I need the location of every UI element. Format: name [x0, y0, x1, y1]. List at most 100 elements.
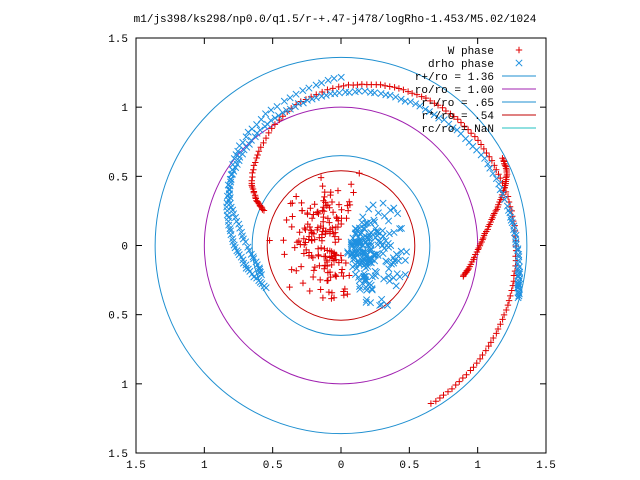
- data-point: [331, 90, 339, 98]
- data-point: [257, 271, 265, 279]
- x-tick-label: 0.5: [263, 460, 283, 472]
- data-point: [345, 88, 353, 97]
- data-point: [477, 141, 485, 148]
- data-point: [267, 116, 275, 124]
- data-point: [313, 91, 320, 98]
- data-point: [487, 339, 495, 346]
- data-point: [382, 257, 390, 265]
- data-point: [481, 154, 489, 162]
- data-point: [355, 282, 364, 290]
- data-point: [257, 115, 265, 124]
- data-point: [326, 254, 334, 261]
- data-point: [233, 217, 241, 225]
- data-point: [412, 100, 420, 108]
- data-point: [394, 252, 402, 261]
- data-point: [514, 245, 522, 253]
- legend-label: W phase: [448, 46, 494, 58]
- data-point: [314, 224, 322, 231]
- data-point: [310, 211, 317, 218]
- data-point: [319, 182, 326, 190]
- data-point: [440, 391, 447, 399]
- data-point: [394, 209, 402, 218]
- data-point: [379, 249, 387, 258]
- data-point: [503, 202, 512, 210]
- legend-label: ro/ro = 1.00: [415, 85, 494, 97]
- data-point: [378, 295, 386, 303]
- data-point: [482, 347, 490, 354]
- data-point: [262, 134, 270, 142]
- data-point: [426, 97, 434, 105]
- data-point: [355, 87, 363, 95]
- data-point: [320, 253, 328, 260]
- data-point: [239, 138, 247, 147]
- data-point: [266, 237, 273, 244]
- data-point: [349, 250, 357, 258]
- data-point: [490, 334, 497, 342]
- data-point: [377, 89, 385, 98]
- data-point: [464, 126, 472, 133]
- data-point: [425, 108, 433, 116]
- circle-2: [251, 155, 431, 336]
- data-point: [377, 301, 385, 309]
- data-point: [366, 230, 374, 238]
- data-point: [493, 166, 500, 173]
- data-point: [328, 248, 335, 255]
- data-point: [376, 301, 384, 309]
- data-point: [474, 246, 482, 253]
- data-point: [516, 275, 524, 283]
- legend-marker: [515, 59, 523, 67]
- data-point: [324, 201, 332, 209]
- data-point: [350, 189, 357, 196]
- data-point: [507, 292, 514, 300]
- data-point: [250, 255, 258, 263]
- data-point: [301, 224, 308, 232]
- data-point: [480, 145, 488, 153]
- data-point: [295, 237, 303, 245]
- data-point: [386, 277, 394, 285]
- data-point: [250, 166, 257, 173]
- data-point: [307, 93, 315, 101]
- data-point: [486, 164, 494, 172]
- data-point: [449, 124, 457, 132]
- data-point: [322, 91, 330, 99]
- chart-title: m1/js398/ks298/np0.0/q1.5/r-+.47-j478/lo…: [134, 14, 537, 26]
- data-point: [374, 241, 382, 249]
- data-point: [308, 95, 316, 103]
- data-point: [328, 261, 335, 269]
- data-point: [351, 254, 359, 262]
- data-point: [413, 91, 421, 98]
- series-1-points: [223, 73, 524, 309]
- data-point: [400, 86, 407, 93]
- data-point: [297, 241, 304, 248]
- data-point: [499, 190, 507, 198]
- data-point: [379, 199, 387, 207]
- data-point: [358, 218, 366, 227]
- data-point: [267, 106, 275, 114]
- data-point: [299, 207, 306, 214]
- data-point: [384, 217, 393, 225]
- data-point: [317, 174, 325, 181]
- data-point: [371, 272, 379, 280]
- data-point: [324, 215, 332, 222]
- data-point: [317, 276, 324, 284]
- legend-label: drho phase: [428, 59, 494, 71]
- data-point: [434, 102, 442, 109]
- data-point: [231, 213, 240, 221]
- data-point: [335, 83, 342, 91]
- data-point: [337, 252, 345, 259]
- data-point: [381, 82, 389, 89]
- data-point: [488, 157, 496, 164]
- data-point: [283, 216, 290, 224]
- data-point: [457, 119, 465, 126]
- data-point: [386, 91, 394, 99]
- data-point: [226, 227, 235, 235]
- data-point: [377, 81, 384, 88]
- data-point: [333, 213, 340, 221]
- data-point: [496, 186, 504, 194]
- data-point: [347, 181, 355, 188]
- data-point: [464, 266, 471, 274]
- data-point: [312, 81, 320, 89]
- data-point: [383, 301, 392, 309]
- data-point: [406, 98, 414, 106]
